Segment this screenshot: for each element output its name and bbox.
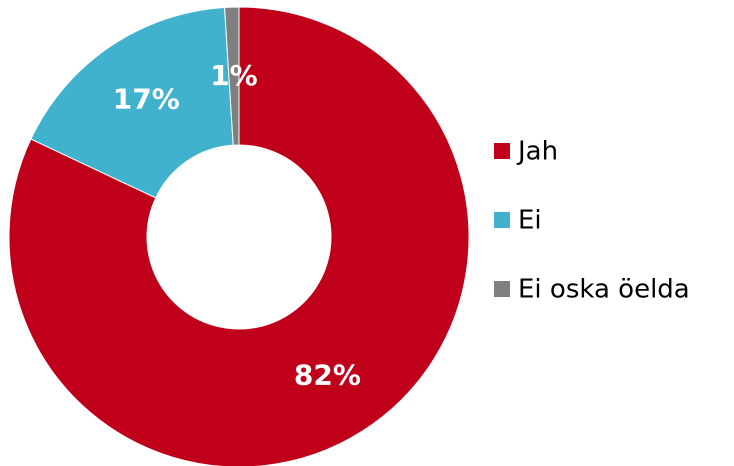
legend-label: Ei oska öelda [518, 275, 690, 305]
slice [8, 6, 470, 466]
value-label: 1% [210, 59, 258, 92]
legend-swatch [494, 143, 510, 159]
legend-swatch [494, 212, 510, 228]
slice [224, 6, 240, 146]
legend-label: Ei [518, 206, 542, 236]
slice [30, 6, 234, 199]
legend-swatch [494, 281, 510, 297]
value-label: 82% [294, 358, 361, 391]
value-label: 17% [113, 83, 180, 116]
legend-label: Jah [516, 137, 558, 167]
